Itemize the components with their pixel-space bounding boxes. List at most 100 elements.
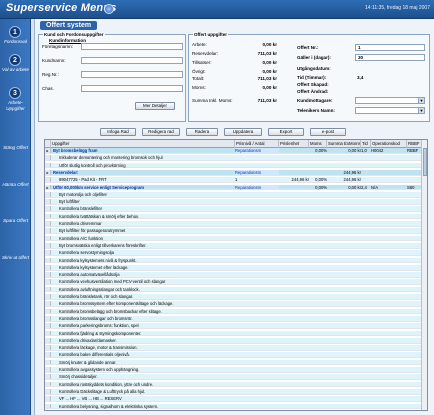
table-row[interactable]: Kontrollera läckage, motor & transmissio… [45, 345, 427, 351]
table-group-row[interactable]: ▸ Byt bromsbelägg fram Reparationsm 0,00% 0,… [45, 148, 427, 154]
row-selector[interactable] [45, 177, 51, 182]
table-row[interactable]: Kontrollera servostyrningsolja [45, 250, 427, 256]
table-row[interactable]: Byt luftfilter för passagerarutrymmet [45, 228, 427, 235]
row-selector[interactable]: ▸ [45, 148, 51, 153]
col-header-sum-ex-vat[interactable]: Summa ExMoms [328, 140, 361, 148]
col-header-unit-price[interactable]: Prislenhet [279, 140, 309, 148]
chassis-field[interactable] [81, 85, 183, 92]
table-row[interactable]: Kontrollera bränslefilter [45, 206, 427, 213]
table-row[interactable]: Kontrollera avgassystem och upphängning. [45, 367, 427, 373]
row-selector[interactable] [45, 359, 51, 365]
col-header-op-code[interactable]: Operationskod [371, 140, 407, 148]
row-selector[interactable]: ▸ [45, 184, 51, 189]
insert-row-button[interactable]: Infoga Rad [100, 128, 136, 136]
row-selector[interactable] [45, 294, 51, 299]
export-button[interactable]: Export [268, 128, 304, 136]
row-selector[interactable] [45, 279, 51, 285]
table-row[interactable]: Kontrollera tvättätskan & smörj efter be… [45, 213, 427, 220]
row-selector[interactable] [45, 301, 51, 307]
sidebar-item-spara-offert[interactable]: Spara Offert [2, 218, 29, 223]
col-header-task[interactable]: Uppgifter [51, 140, 235, 148]
col-header-price-level[interactable]: Prisnivå / Antal [235, 140, 279, 148]
table-row[interactable]: Kontrollera drivremmar [45, 221, 427, 227]
update-button[interactable]: Uppdatera [224, 128, 262, 136]
table-row[interactable]: Byt bromsvätska enligt tillverkarens för… [45, 242, 427, 249]
table-row[interactable]: Kontrollera bromsbelägg och bromsbackar … [45, 308, 427, 315]
table-row[interactable]: Kontrollera kylsystemet efter läckage. [45, 264, 427, 271]
table-row[interactable]: VF ... HF ... VB ... HB ... RESERV [45, 396, 427, 402]
row-selector[interactable] [45, 286, 51, 292]
row-selector[interactable] [45, 235, 51, 241]
row-selector[interactable] [45, 272, 51, 277]
edit-row-button[interactable]: Redigera rad [142, 128, 180, 136]
row-selector[interactable] [45, 213, 51, 219]
table-row[interactable]: Kontrollera avluftningsslangar och tankl… [45, 286, 427, 293]
sidebar-item-fordonsval[interactable]: Fordonsval [4, 39, 27, 44]
row-selector[interactable] [45, 308, 51, 314]
customer-name-field[interactable] [81, 57, 183, 64]
delete-button[interactable]: Radera [186, 128, 218, 136]
row-selector[interactable] [45, 162, 51, 168]
row-selector[interactable] [45, 396, 51, 401]
col-header-time[interactable]: Tid [361, 140, 371, 148]
sidebar-item-hamta-offert[interactable]: Hämta Offert [2, 182, 29, 187]
task-grid[interactable]: Uppgifter Prisnivå / Antal Prislenhet Mo… [44, 139, 428, 411]
row-selector[interactable] [45, 264, 51, 270]
table-row[interactable]: 89047725 - Pad Kit - FRT 1 244,96 kr 0,00% 2… [45, 177, 427, 183]
row-selector[interactable] [45, 381, 51, 387]
table-row[interactable]: Kontrollera bakre differentials oljenivå… [45, 352, 427, 359]
table-row[interactable]: Byt luftfilter [45, 199, 427, 205]
valid-days-field[interactable]: 30 [355, 54, 425, 61]
row-selector[interactable] [45, 323, 51, 328]
table-row[interactable]: Kontrollera bromsslangar och bromsrör. [45, 315, 427, 322]
row-selector[interactable] [45, 228, 51, 234]
table-row[interactable]: Kontrollera drivaxlar/damasker. [45, 337, 427, 344]
table-row[interactable]: Kontrollera vevhusventilation med PCV-ve… [45, 279, 427, 286]
row-selector[interactable] [45, 242, 51, 248]
table-row[interactable]: Inkluderar demontering och montering bro… [45, 155, 427, 162]
row-selector[interactable] [45, 250, 51, 255]
row-selector[interactable] [45, 345, 51, 350]
row-selector[interactable] [45, 337, 51, 343]
row-selector[interactable] [45, 191, 51, 197]
table-row[interactable]: Kontrollera Däckslitage & Lufttryck på a… [45, 388, 427, 395]
step-number-1[interactable]: 1 [9, 26, 21, 38]
row-selector[interactable] [45, 206, 51, 212]
row-selector[interactable] [45, 403, 51, 409]
more-details-button[interactable]: Mer Detaljer [135, 102, 175, 110]
row-selector[interactable] [45, 257, 51, 263]
table-group-row[interactable]: ▸ Utför 60,000km service enligt Servicepr… [45, 184, 427, 191]
table-row[interactable]: Kontrollera kylsystemets nivå & fryspunk… [45, 257, 427, 264]
table-row[interactable]: Kontrollera A/C funktion [45, 235, 427, 242]
row-selector[interactable] [45, 330, 51, 336]
email-button[interactable]: e-post [310, 128, 346, 136]
row-selector[interactable] [45, 367, 51, 372]
sidebar-item-skriv-ut-offert[interactable]: Skriv ut offert [1, 255, 30, 260]
scrollbar-thumb[interactable] [423, 148, 427, 176]
customer-receiver-dropdown[interactable]: ▼ [355, 97, 425, 104]
table-row[interactable]: Kontrollera belysning, signalhorn & elek… [45, 403, 427, 410]
step-number-2[interactable]: 2 [9, 54, 21, 66]
row-selector[interactable] [45, 352, 51, 358]
table-row[interactable]: Smörj knuter & glidande annar. [45, 359, 427, 366]
sidebar-item-arbete-uppgifter[interactable]: Arbete-Uppgifter [6, 100, 25, 111]
grid-vertical-scrollbar[interactable] [421, 140, 427, 410]
row-selector[interactable] [45, 221, 51, 226]
row-selector[interactable] [45, 374, 51, 380]
row-selector[interactable] [45, 315, 51, 321]
row-selector[interactable] [45, 155, 51, 161]
table-group-row[interactable]: ▸ Reservdelar: Reparationsm 244,96 kr [45, 169, 427, 176]
table-row[interactable]: Kontrollera fjädring & styrningskomponen… [45, 330, 427, 337]
offer-nr-field[interactable]: 1 [355, 44, 425, 51]
sidebar-item-stang-offert[interactable]: Stäng Offert [3, 145, 28, 150]
table-row[interactable]: Kontrollera bränsletank, rör och slangar… [45, 294, 427, 300]
row-selector[interactable]: ▸ [45, 169, 51, 175]
technician-name-dropdown[interactable]: ▼ [355, 107, 425, 114]
table-row[interactable]: Byt motorolja och oljefilter [45, 191, 427, 198]
company-field[interactable] [81, 43, 183, 50]
sidebar-item-val-av-arbete[interactable]: Val av arbete [2, 67, 29, 72]
table-row[interactable]: Utför slutlig kontroll och provkörning [45, 162, 427, 169]
table-row[interactable]: Kontrollera rostskyddets kondition, yttr… [45, 381, 427, 388]
row-selector[interactable] [45, 199, 51, 204]
reg-nr-field[interactable] [81, 71, 183, 78]
